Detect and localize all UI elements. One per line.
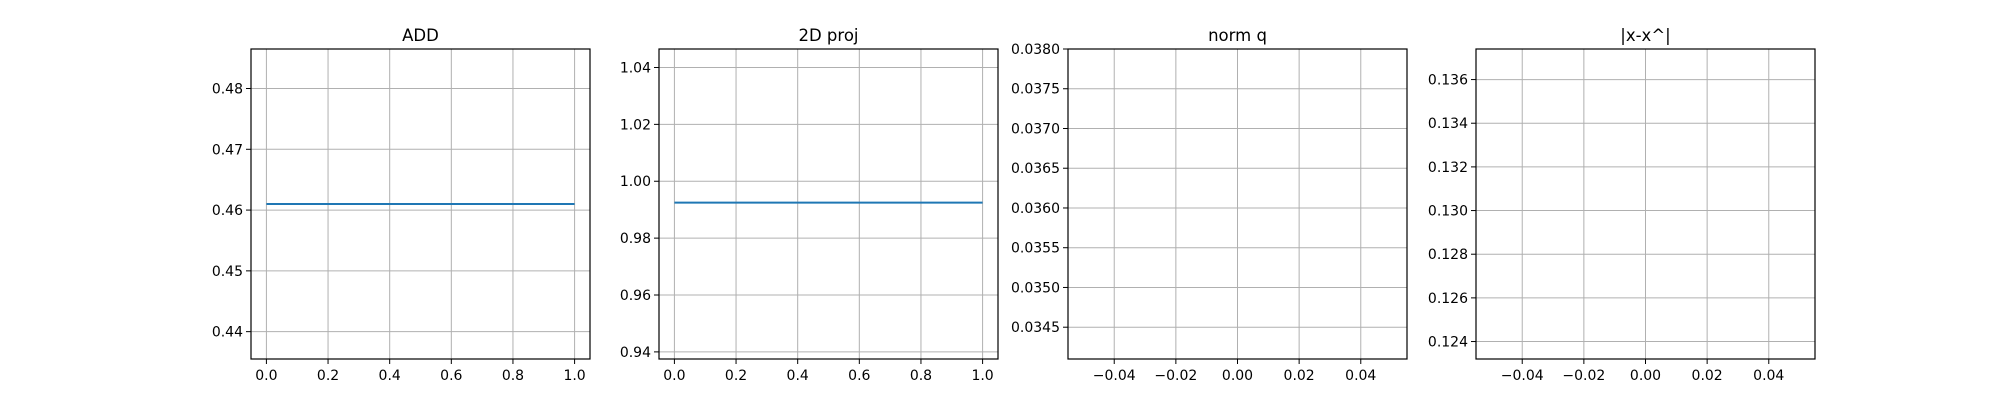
chart-title: 2D proj <box>798 26 858 45</box>
x-tick-label: 0.0 <box>663 368 685 384</box>
x-tick-label: 0.4 <box>787 368 809 384</box>
x-tick-label: 0.6 <box>848 368 870 384</box>
chart-title: ADD <box>402 26 439 45</box>
x-tick-label: 1.0 <box>971 368 993 384</box>
y-tick-label: 0.0345 <box>1011 320 1060 336</box>
y-tick-label: 0.98 <box>620 231 651 247</box>
chart-title: |x-x^| <box>1620 26 1670 45</box>
axes-frame <box>250 48 591 360</box>
x-tick-label: 0.2 <box>317 368 339 384</box>
y-tick-label: 0.46 <box>212 203 243 219</box>
x-tick-label: −0.02 <box>1154 368 1197 384</box>
x-tick-label: 0.04 <box>1753 368 1784 384</box>
y-tick-label: 0.0355 <box>1011 241 1060 257</box>
y-tick-label: 0.45 <box>212 264 243 280</box>
y-tick-label: 0.0365 <box>1011 161 1060 177</box>
x-tick-label: 1.0 <box>563 368 585 384</box>
x-tick-label: 0.02 <box>1284 368 1315 384</box>
x-tick-label: 0.8 <box>502 368 524 384</box>
y-tick-label: 0.44 <box>212 325 243 341</box>
x-tick-label: −0.04 <box>1501 368 1544 384</box>
y-tick-label: 1.04 <box>620 60 651 76</box>
y-tick-label: 0.47 <box>212 142 243 158</box>
x-tick-label: 0.2 <box>725 368 747 384</box>
y-tick-label: 0.134 <box>1428 116 1468 132</box>
x-tick-label: 0.6 <box>440 368 462 384</box>
x-tick-label: 0.00 <box>1222 368 1253 384</box>
x-tick-label: 0.04 <box>1345 368 1376 384</box>
y-tick-label: 0.0360 <box>1011 201 1060 217</box>
y-tick-label: 0.132 <box>1428 160 1468 176</box>
subplot-3: −0.04 −0.02 0.00 0.02 0.04 0.124 0.126 0.128 0.1… <box>1428 26 1816 384</box>
y-tick-label: 0.94 <box>620 345 651 361</box>
y-tick-label: 0.96 <box>620 288 651 304</box>
y-tick-label: 1.00 <box>620 174 651 190</box>
y-tick-label: 1.02 <box>620 117 651 133</box>
x-tick-label: 0.8 <box>910 368 932 384</box>
y-tick-label: 0.130 <box>1428 204 1468 220</box>
y-tick-label: 0.124 <box>1428 335 1468 351</box>
y-tick-label: 0.48 <box>212 82 243 98</box>
x-tick-label: 0.0 <box>255 368 277 384</box>
x-tick-label: 0.00 <box>1630 368 1661 384</box>
chart-title: norm q <box>1208 26 1267 45</box>
y-tick-label: 0.126 <box>1428 291 1468 307</box>
x-tick-label: −0.02 <box>1562 368 1605 384</box>
y-tick-label: 0.0350 <box>1011 280 1060 296</box>
x-tick-label: 0.4 <box>379 368 401 384</box>
y-tick-label: 0.0370 <box>1011 121 1060 137</box>
x-tick-label: 0.02 <box>1692 368 1723 384</box>
y-tick-label: 0.136 <box>1428 73 1468 89</box>
subplot-2: −0.04 −0.02 0.00 0.02 0.04 0.0345 0.0350 0.0355… <box>1011 26 1408 384</box>
y-tick-label: 0.128 <box>1428 247 1468 263</box>
x-tick-label: −0.04 <box>1093 368 1136 384</box>
axes-frame <box>658 48 999 360</box>
subplot-0: 0.0 0.2 0.4 0.6 0.8 1.0 0.44 0.45 0.46 0.47 0.48 AD… <box>212 26 591 384</box>
y-tick-label: 0.0380 <box>1011 42 1060 58</box>
y-tick-label: 0.0375 <box>1011 82 1060 98</box>
subplot-1: 0.0 0.2 0.4 0.6 0.8 1.0 0.94 0.96 0.98 1.00 1.02 1.… <box>620 26 999 384</box>
